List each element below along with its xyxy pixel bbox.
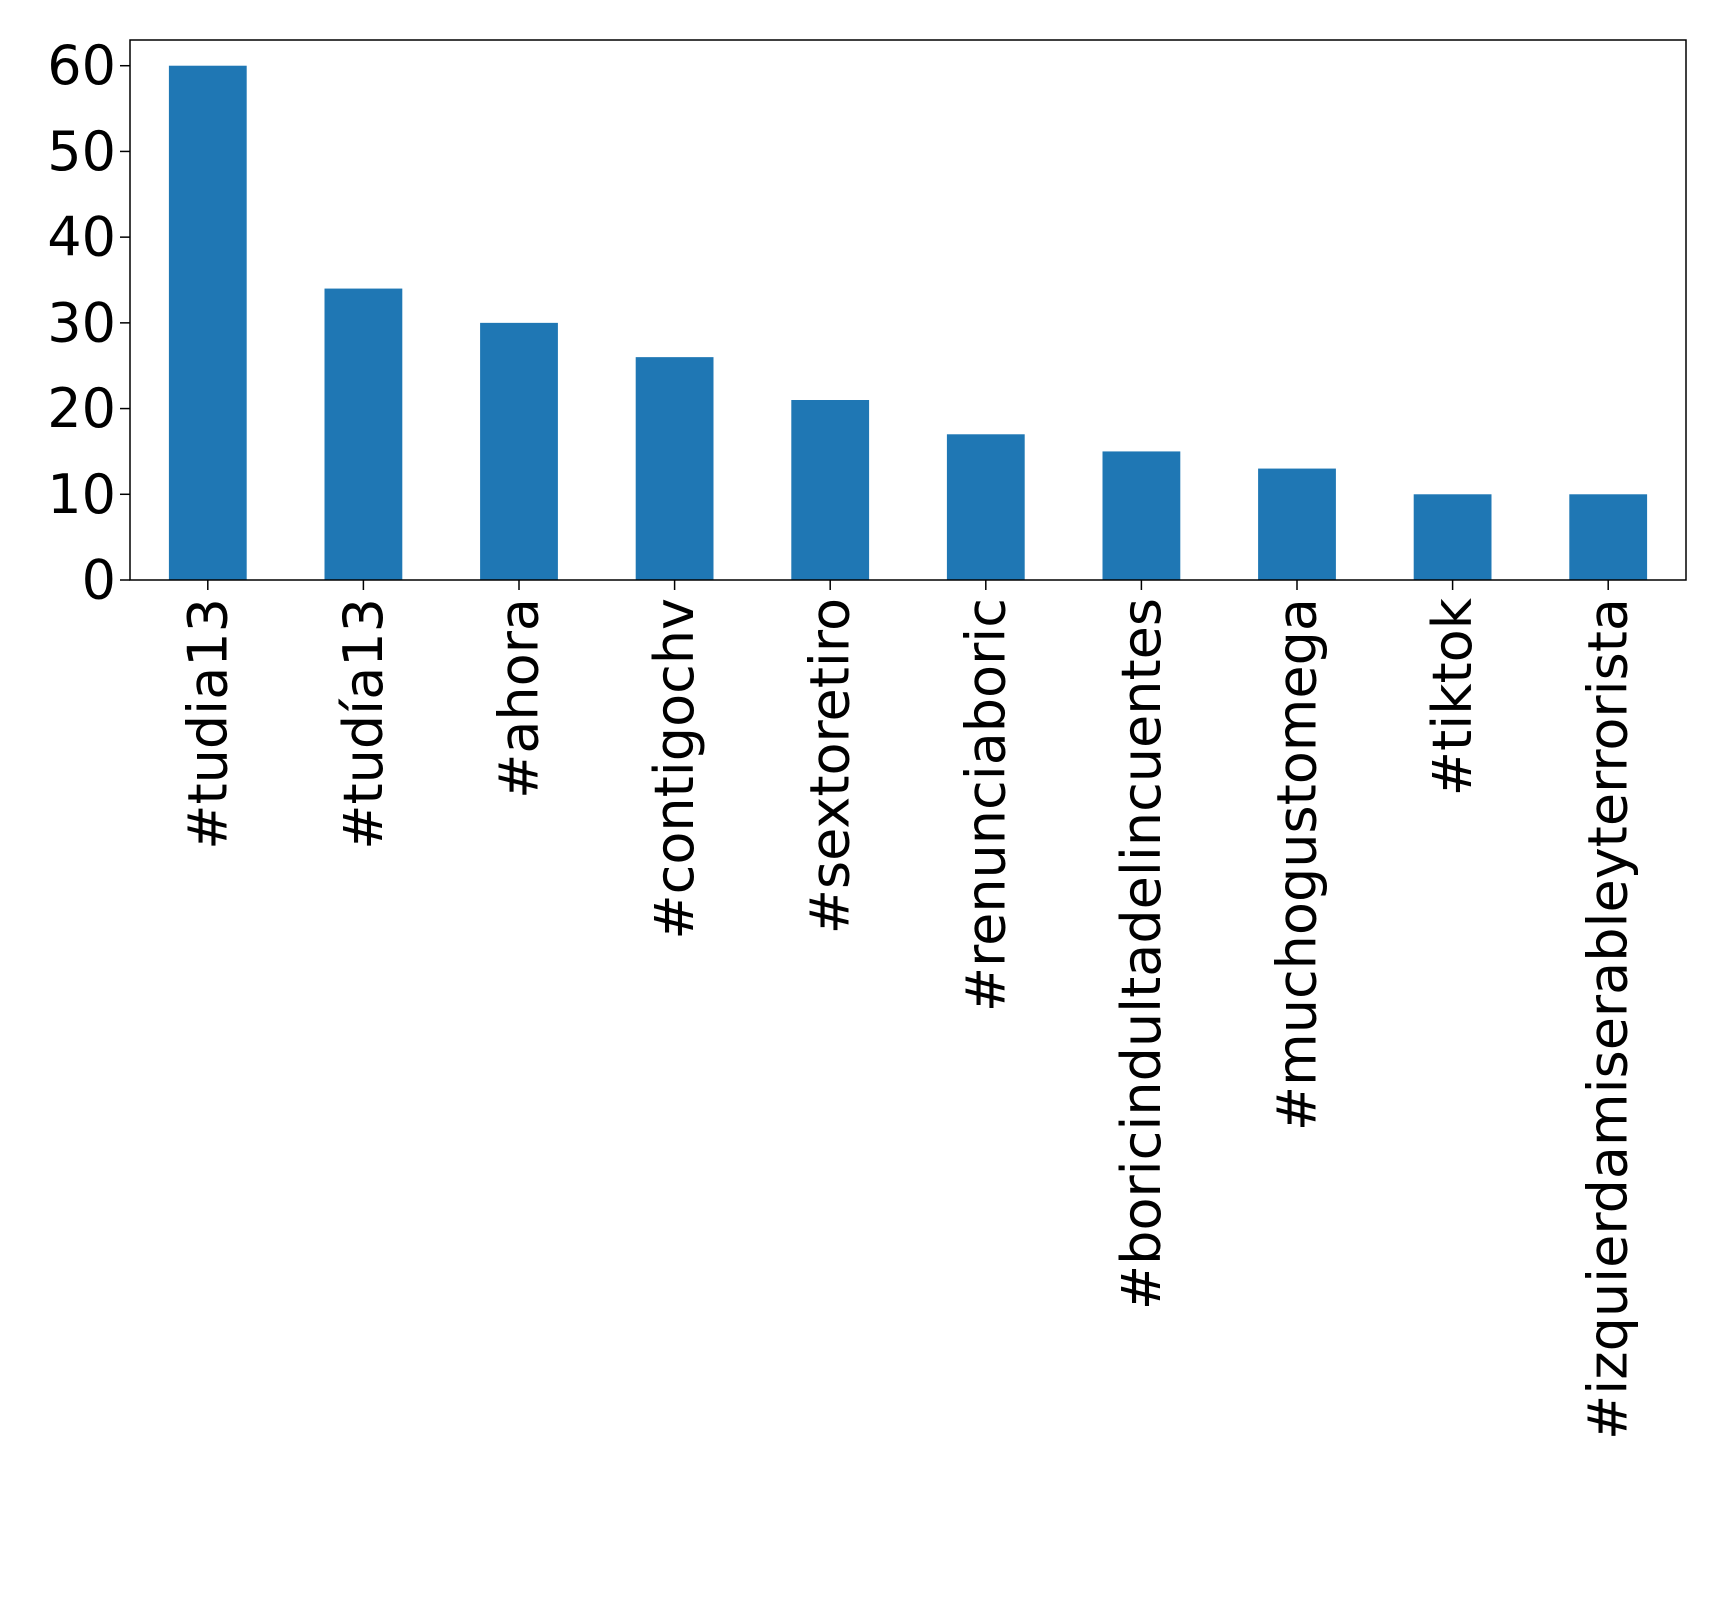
bar-9 xyxy=(1569,494,1648,580)
x-tick-label-4: #sextoretiro xyxy=(799,598,862,934)
bars-layer xyxy=(168,65,1648,580)
x-tick-label-6: #boricindultadelincuentes xyxy=(1110,598,1173,1310)
x-tick-label-8: #tiktok xyxy=(1421,597,1484,796)
bar-7 xyxy=(1258,468,1336,580)
x-tick-label-1: #tudía13 xyxy=(332,598,395,850)
bar-5 xyxy=(946,434,1025,580)
x-tick-label-2: #ahora xyxy=(488,598,551,799)
x-axis: #tudia13 #tudía13 #ahora #contigochv #sextor… xyxy=(176,580,1640,1440)
x-tick-label-5: #renunciaboric xyxy=(954,598,1017,1012)
y-tick-label-2: 20 xyxy=(47,377,116,440)
y-tick-label-5: 50 xyxy=(47,120,116,183)
bar-3 xyxy=(635,357,714,580)
bar-8 xyxy=(1413,494,1492,580)
y-tick-label-0: 0 xyxy=(82,549,116,612)
bar-4 xyxy=(791,400,870,580)
y-tick-label-6: 60 xyxy=(47,34,116,97)
bar-6 xyxy=(1102,451,1181,580)
bar-0 xyxy=(168,65,247,580)
y-axis: 0 10 20 30 40 50 60 xyxy=(47,34,130,612)
y-tick-label-4: 40 xyxy=(47,206,116,269)
x-tick-label-7: #muchogustomega xyxy=(1266,598,1329,1131)
y-tick-label-1: 10 xyxy=(47,463,116,526)
x-tick-label-3: #contigochv xyxy=(643,598,706,940)
x-tick-label-0: #tudia13 xyxy=(176,598,239,850)
y-tick-label-3: 30 xyxy=(47,291,116,354)
bar-2 xyxy=(480,322,558,580)
bar-1 xyxy=(324,288,403,580)
x-tick-label-9: #izquierdamiserableyterrorista xyxy=(1577,598,1640,1440)
plot-frame xyxy=(129,39,1687,581)
